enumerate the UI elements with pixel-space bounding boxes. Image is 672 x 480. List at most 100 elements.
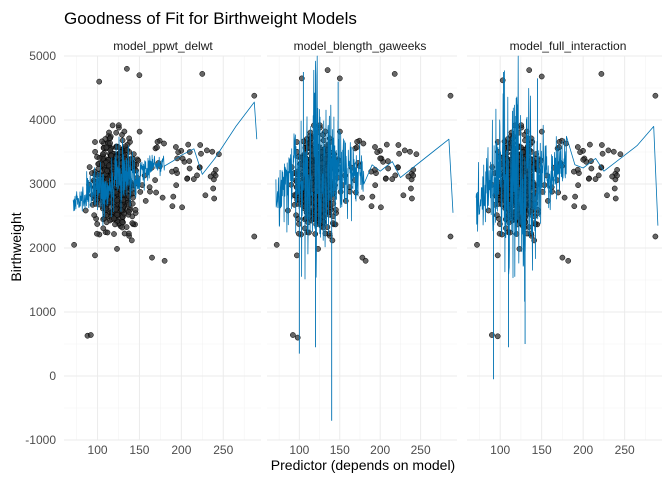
- data-point: [100, 225, 107, 232]
- data-point: [152, 177, 158, 183]
- data-point: [82, 207, 89, 214]
- data-point: [251, 92, 258, 99]
- data-point: [401, 147, 408, 154]
- data-point: [329, 237, 336, 244]
- y-axis-title: Birthweight: [8, 212, 24, 281]
- data-point: [179, 155, 186, 162]
- data-point: [396, 150, 402, 157]
- data-point: [136, 128, 143, 135]
- y-tick-label: 0: [49, 369, 56, 383]
- y-axis: -1000 0 1000 2000 3000 4000 5000: [25, 49, 56, 447]
- data-point: [124, 65, 130, 72]
- data-point: [110, 215, 117, 222]
- data-point: [161, 140, 167, 147]
- fit-line: [72, 101, 258, 226]
- data-point: [362, 257, 369, 264]
- data-point: [199, 71, 206, 77]
- y-tick-label: 1000: [29, 305, 56, 319]
- panel-model-ppwt-delwt: model_ppwt_delwt 100 150 200 250: [64, 39, 261, 457]
- data-point: [154, 144, 160, 151]
- data-point: [392, 172, 399, 179]
- data-point: [130, 151, 137, 157]
- data-point: [119, 219, 126, 226]
- x-tick-label: 150: [532, 443, 552, 457]
- data-point: [577, 149, 583, 156]
- data-point: [211, 195, 218, 202]
- x-tick-label: 200: [370, 443, 390, 457]
- data-point: [408, 185, 414, 192]
- data-point: [115, 122, 122, 129]
- data-point: [389, 176, 396, 182]
- data-point: [113, 129, 120, 136]
- data-point: [611, 185, 618, 192]
- data-point: [516, 246, 523, 252]
- y-tick-label: 3000: [29, 177, 56, 191]
- data-point: [447, 92, 454, 99]
- data-point: [86, 164, 93, 170]
- data-point: [107, 135, 114, 141]
- data-point: [526, 224, 532, 230]
- data-point: [595, 172, 602, 179]
- data-point: [251, 233, 258, 240]
- data-point: [136, 72, 143, 79]
- data-point: [599, 150, 606, 157]
- data-point: [575, 182, 581, 189]
- data-point: [494, 333, 501, 340]
- x-tick-label: 150: [330, 443, 350, 457]
- data-point: [372, 144, 378, 150]
- data-point: [186, 158, 193, 164]
- data-point: [585, 175, 592, 182]
- data-point: [571, 203, 578, 210]
- x-tick-label: 200: [171, 443, 191, 457]
- data-point: [377, 155, 384, 162]
- data-point: [368, 203, 375, 210]
- data-point: [170, 193, 177, 200]
- data-point: [107, 140, 113, 146]
- data-point: [395, 142, 402, 148]
- data-point: [126, 135, 132, 142]
- data-point: [99, 138, 105, 145]
- data-point: [528, 135, 535, 142]
- data-point: [91, 212, 98, 219]
- data-point: [294, 252, 300, 259]
- data-point: [212, 172, 219, 179]
- x-tick-label: 250: [615, 443, 635, 457]
- data-point: [109, 122, 116, 129]
- data-point: [614, 172, 620, 179]
- panel-strip-label: model_full_interaction: [510, 39, 627, 53]
- data-point: [92, 148, 98, 155]
- data-point: [104, 167, 110, 174]
- data-point: [605, 147, 612, 154]
- data-point: [96, 155, 103, 161]
- data-point: [374, 149, 381, 156]
- data-point: [112, 221, 118, 228]
- data-point: [273, 241, 280, 248]
- data-point: [142, 198, 149, 204]
- data-point: [337, 128, 343, 135]
- data-point: [580, 156, 587, 163]
- data-point: [324, 67, 331, 73]
- fit-line: [275, 55, 454, 280]
- x-tick-label: 100: [490, 443, 510, 457]
- data-point: [125, 209, 132, 215]
- data-point: [175, 149, 182, 156]
- data-point: [360, 140, 367, 147]
- data-point: [99, 151, 106, 158]
- data-points: [273, 67, 454, 341]
- data-point: [447, 233, 454, 240]
- data-point: [107, 147, 114, 154]
- data-point: [112, 206, 119, 213]
- panel-strip-label: model_blength_gaweeks: [294, 39, 427, 53]
- data-point: [106, 162, 112, 169]
- data-point: [559, 254, 566, 261]
- data-point: [209, 148, 216, 155]
- data-point: [372, 182, 379, 189]
- data-point: [121, 230, 128, 237]
- data-point: [194, 172, 200, 179]
- x-tick-label: 200: [573, 443, 593, 457]
- x-tick-label: 100: [88, 443, 108, 457]
- data-point: [185, 141, 192, 148]
- data-point: [96, 78, 103, 85]
- panel-plot-area: 100 150 200 250: [467, 55, 662, 457]
